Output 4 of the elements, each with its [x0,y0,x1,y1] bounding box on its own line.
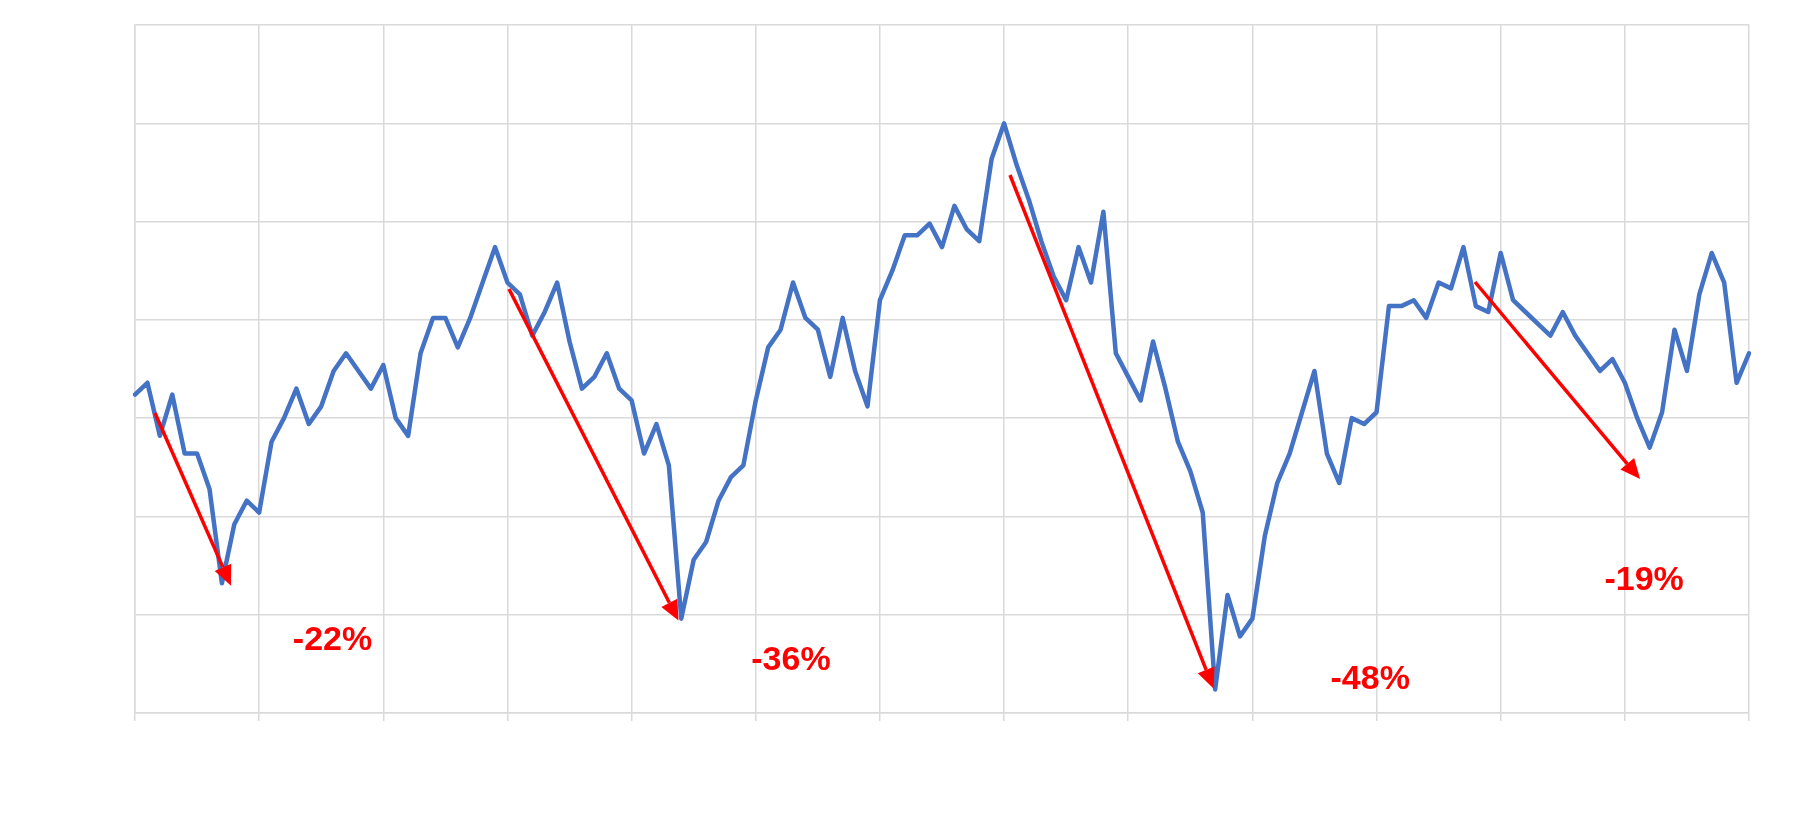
annotation: -48% [1330,658,1410,697]
annotation: -36% [751,639,831,678]
annotation: -19% [1604,559,1684,598]
annotation: -22% [292,618,373,657]
